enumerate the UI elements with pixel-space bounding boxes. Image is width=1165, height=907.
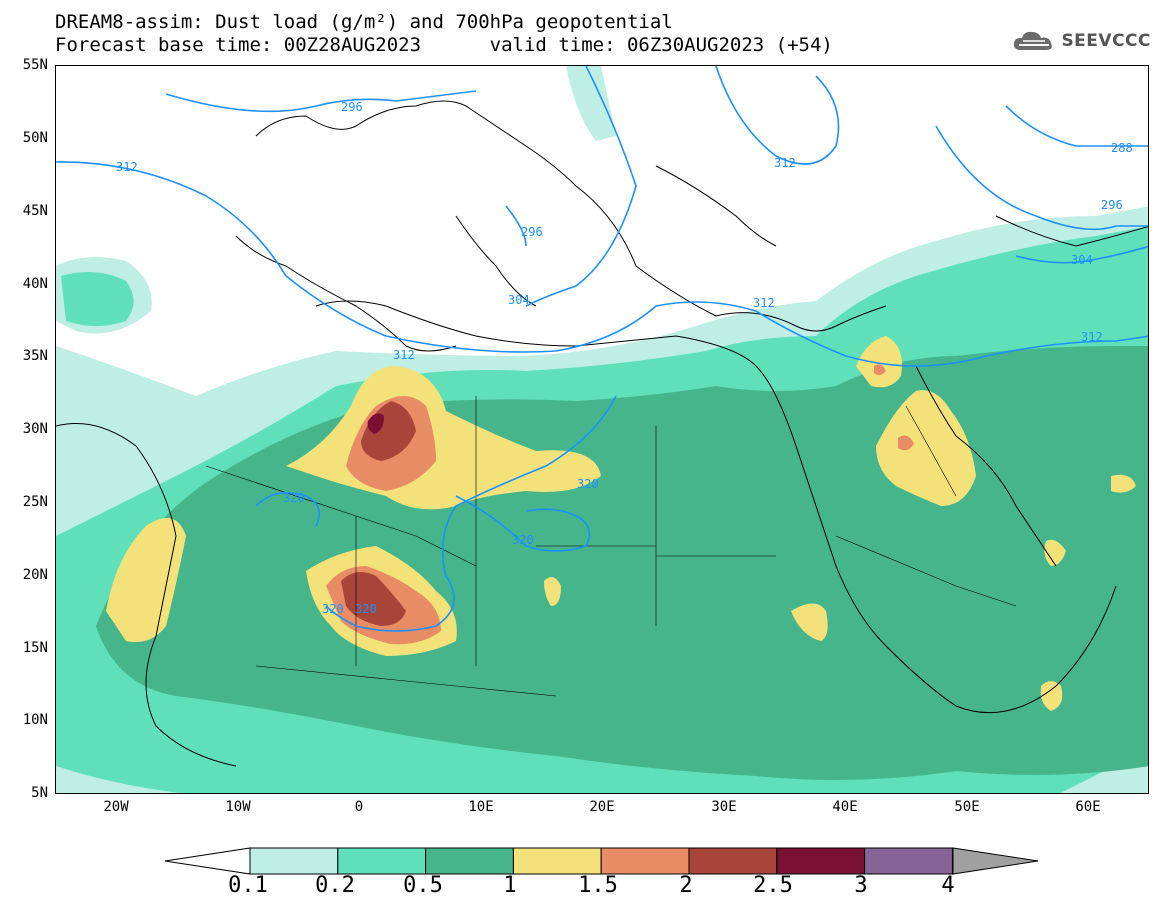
contour-label: 296 — [1101, 198, 1123, 212]
lon-label: 20W — [103, 799, 129, 815]
dust-shade-1-oman — [1044, 539, 1066, 566]
dust-shade-1-west — [106, 518, 186, 642]
dust-shade-1-gulf — [1111, 474, 1136, 493]
lon-label: 10E — [468, 799, 494, 815]
lon-label: 30E — [711, 799, 737, 815]
country-borders — [205, 396, 1017, 697]
colorbar-label: 0.5 — [403, 873, 443, 898]
contour-label: 304 — [1071, 253, 1093, 267]
geopotential-contours — [56, 66, 1148, 632]
lat-label: 20N — [22, 567, 48, 583]
contour-label: 312 — [393, 348, 415, 362]
dust-shade-1-arabia-sea — [1040, 681, 1063, 711]
lon-label: 40E — [832, 799, 858, 815]
colorbar-bin — [600, 847, 690, 875]
dust-shade-1-niger — [544, 577, 561, 606]
colorbar-label: 0.1 — [228, 873, 268, 898]
contour-label: 320 — [355, 602, 377, 616]
lat-label: 35N — [22, 348, 48, 364]
lat-label: 5N — [31, 785, 48, 801]
lon-label: 20E — [589, 799, 615, 815]
colorbar-over-triangle — [952, 847, 1039, 875]
contour-label: 312 — [753, 296, 775, 310]
colorbar-bin — [249, 847, 339, 875]
dust-shade-1.5-iraq — [898, 435, 914, 451]
map-title: DREAM8-assim: Dust load (g/m²) and 700hP… — [55, 11, 673, 33]
lon-label: 60E — [1075, 799, 1101, 815]
colorbar-label: 1 — [503, 873, 517, 898]
contour-label: 296 — [341, 100, 363, 114]
dust-shade-1-syria — [856, 336, 902, 388]
cloud-icon — [1014, 31, 1053, 50]
lat-label: 15N — [22, 640, 48, 656]
colorbar-under-triangle — [164, 847, 251, 875]
contour-label: 320 — [577, 477, 599, 491]
contour-label-group: 296 312 312 288 296 296 304 312 304 312 … — [116, 100, 1133, 616]
colorbar-label: 3 — [854, 873, 868, 898]
contour-label: 320 — [283, 491, 305, 505]
logo-text: SEEVCCC — [1061, 31, 1151, 51]
colorbar-label: 2.5 — [753, 873, 793, 898]
lat-label: 45N — [22, 203, 48, 219]
colorbar-bins — [249, 847, 953, 875]
colorbar-bin — [512, 847, 602, 875]
contour-label: 320 — [322, 602, 344, 616]
lon-label: 10W — [225, 799, 251, 815]
colorbar — [164, 847, 1039, 875]
lat-label: 40N — [22, 276, 48, 292]
contour-label: 312 — [1081, 330, 1103, 344]
seevccc-logo: SEEVCCC — [1011, 28, 1151, 54]
lat-label: 30N — [22, 421, 48, 437]
contour-label: 288 — [1111, 141, 1133, 155]
dust-shade-2-mali — [341, 572, 406, 626]
map-panel: 296 312 312 288 296 296 304 312 304 312 … — [55, 65, 1149, 794]
lat-label: 10N — [22, 712, 48, 728]
lon-label: 0 — [354, 799, 364, 815]
colorbar-bin — [425, 847, 514, 875]
colorbar-label: 4 — [941, 873, 955, 898]
dust-shade-1-eritrea — [791, 603, 828, 641]
colorbar-bin — [688, 847, 778, 875]
contour-label: 312 — [116, 160, 138, 174]
dust-shade-1-iraq — [876, 390, 976, 506]
colorbar-bin — [337, 847, 427, 875]
dust-shade-0.2-plume — [61, 272, 134, 326]
colorbar-label: 1.5 — [578, 873, 618, 898]
contour-label: 312 — [774, 156, 796, 170]
dust-shade-2.5 — [367, 413, 384, 434]
lat-label: 50N — [22, 130, 48, 146]
lon-label: 50E — [954, 799, 980, 815]
colorbar-label: 0.2 — [315, 873, 355, 898]
colorbar-label: 2 — [679, 873, 693, 898]
contour-label: 320 — [512, 533, 534, 547]
dust-load-map: 296 312 312 288 296 296 304 312 304 312 … — [56, 66, 1148, 793]
contour-label: 296 — [521, 225, 543, 239]
dust-shade-1.5-syria — [874, 364, 886, 376]
forecast-times: Forecast base time: 00Z28AUG2023 valid t… — [55, 34, 833, 56]
dust-shade-0.1-north — [566, 66, 616, 141]
lat-label: 25N — [22, 494, 48, 510]
colorbar-bin — [864, 847, 953, 875]
colorbar-bin — [776, 847, 866, 875]
lat-label: 55N — [22, 57, 48, 73]
contour-label: 304 — [508, 293, 530, 307]
